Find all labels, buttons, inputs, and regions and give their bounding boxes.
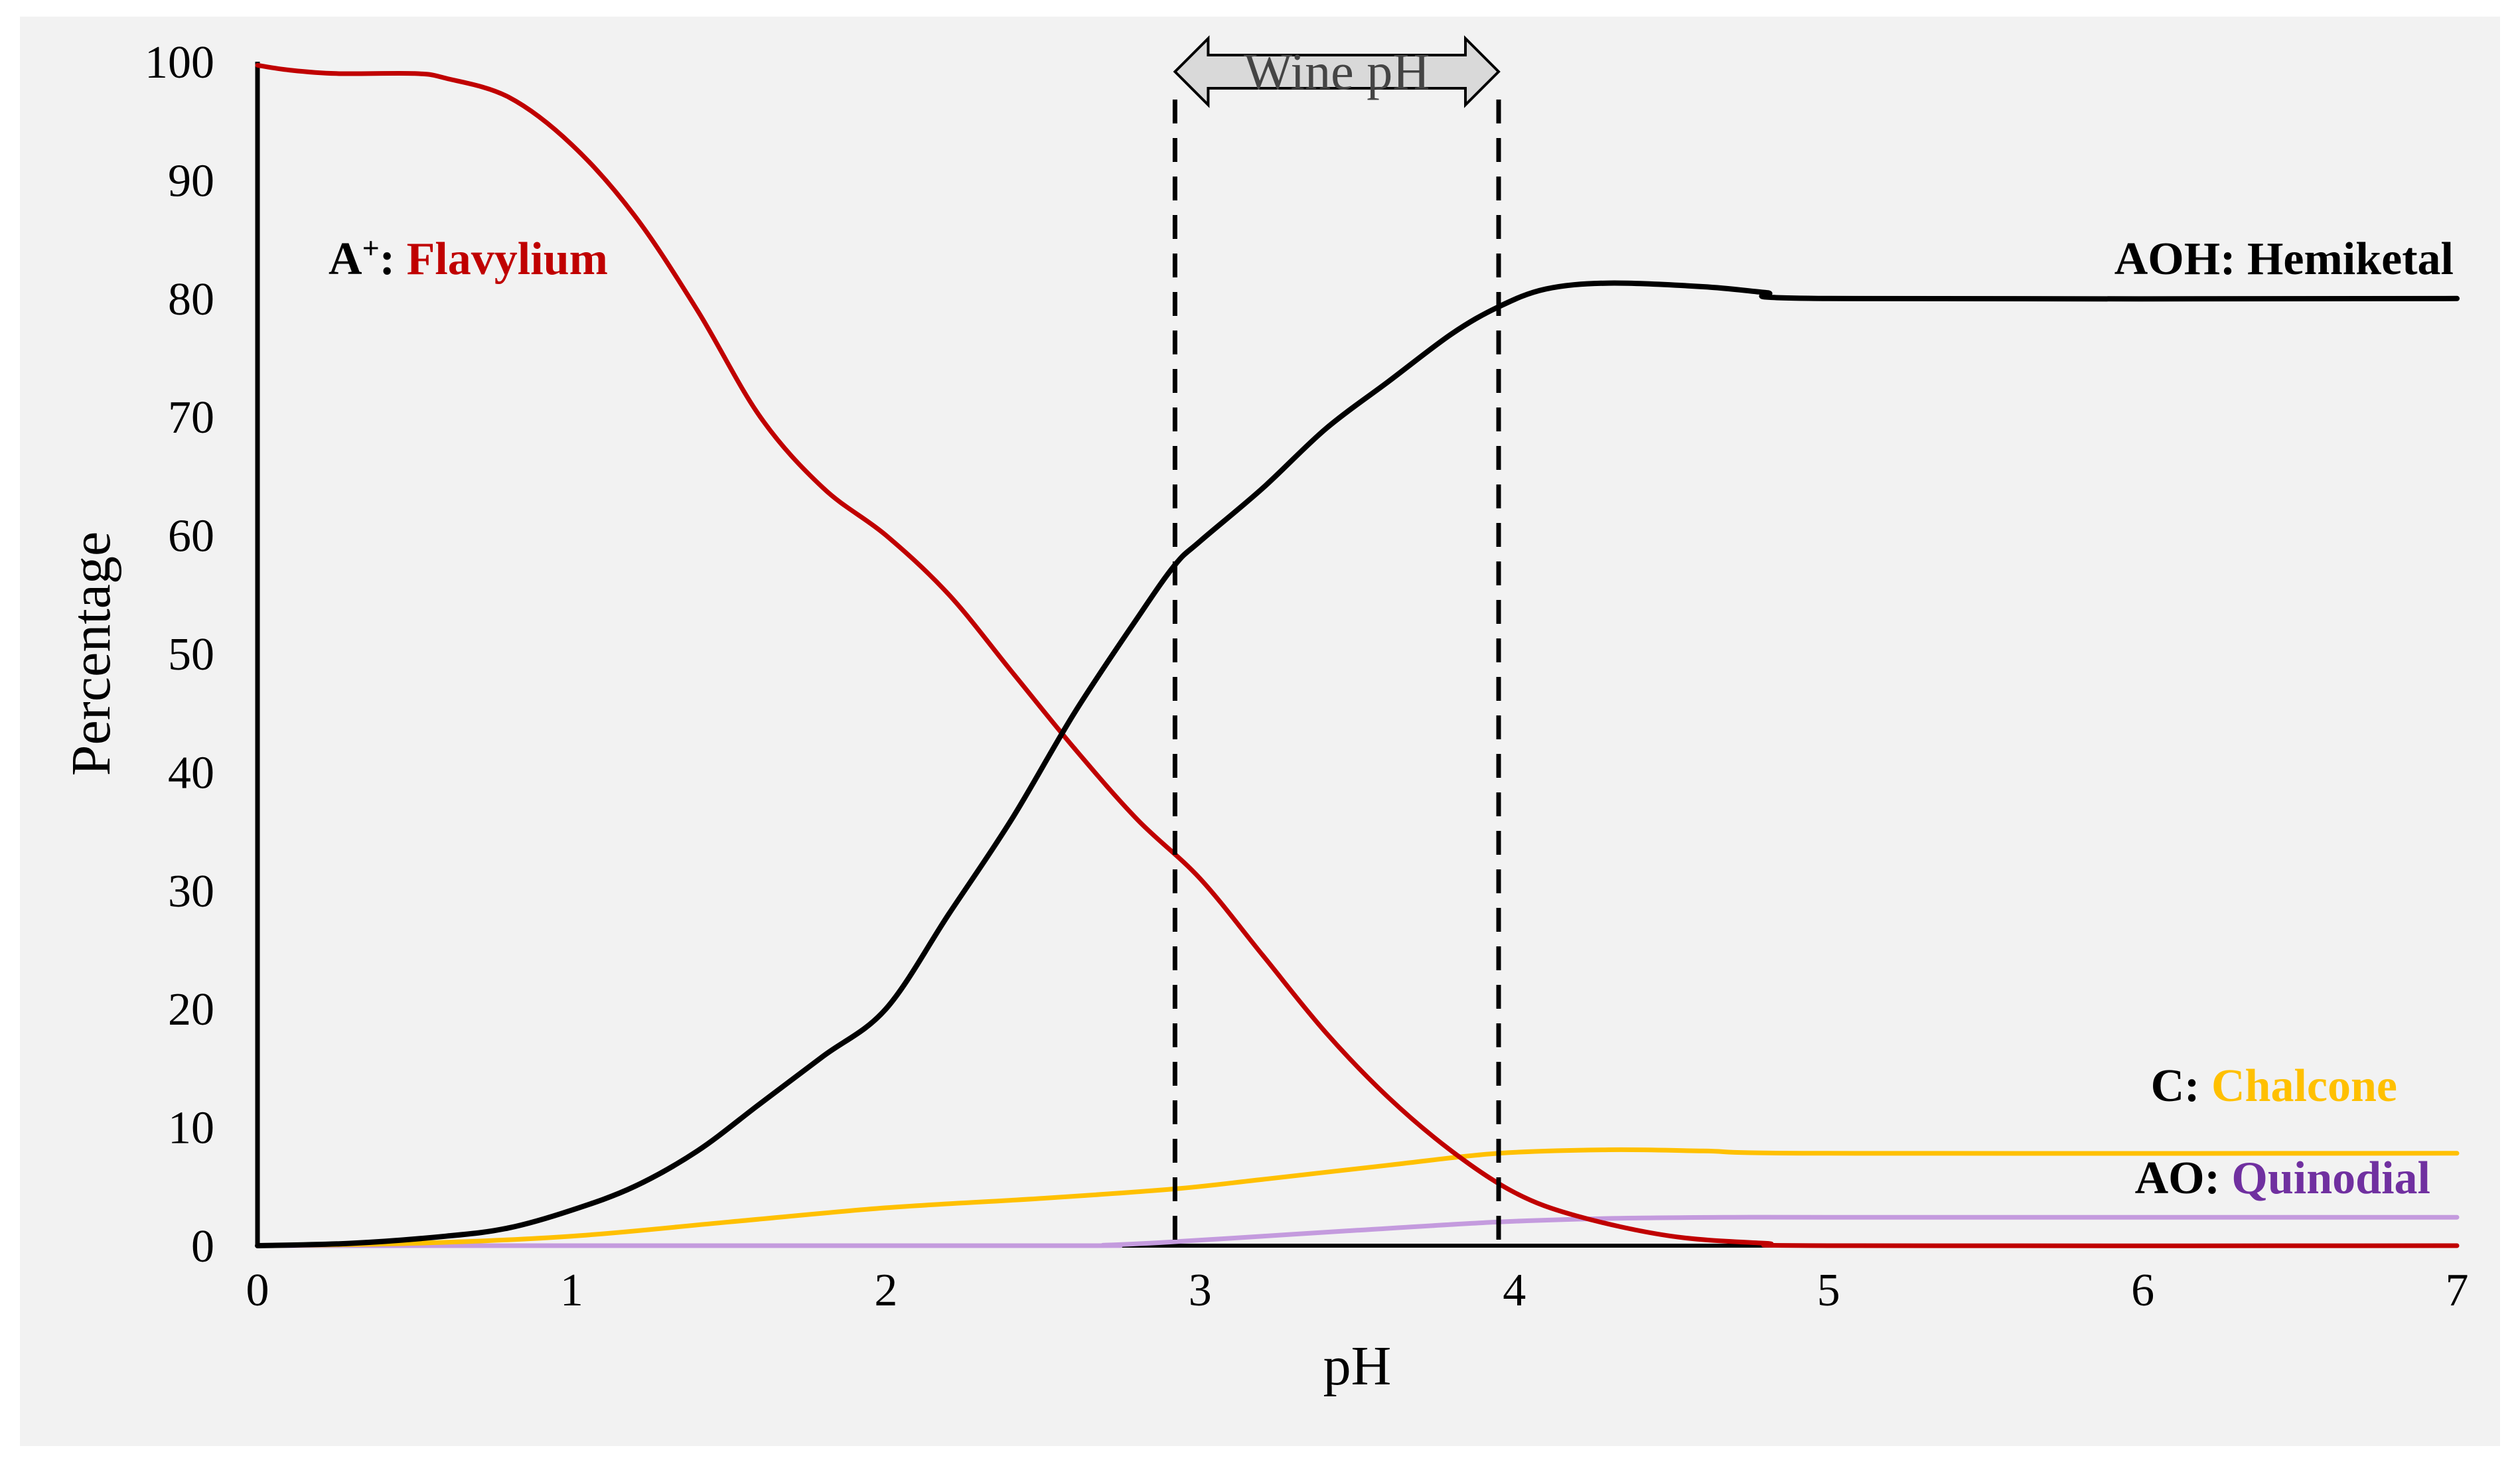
y-tick-label: 30 [168, 866, 214, 917]
x-axis-title: pH [1323, 1335, 1392, 1397]
series-line-hemiketal [255, 280, 2460, 1248]
x-tick-label: 4 [1503, 1265, 1526, 1316]
x-tick-label: 5 [1817, 1265, 1840, 1316]
series-name-quinodial: Quinodial [2231, 1153, 2430, 1204]
series-line-flavylium [255, 62, 2460, 1248]
y-tick-label: 100 [145, 37, 214, 88]
x-tick-label: 0 [246, 1265, 269, 1316]
y-tick-label: 10 [168, 1103, 214, 1154]
series-label-flavylium: A+: Flavylium [329, 231, 608, 285]
series-label-quinodial: AO: Quinodial [2135, 1153, 2430, 1204]
y-tick-label: 70 [168, 392, 214, 443]
series-name-flavylium: Flavylium [407, 234, 608, 285]
y-tick-labels: 0 10 20 30 40 50 60 70 80 90 100 [145, 37, 214, 1272]
x-tick-label: 1 [560, 1265, 583, 1316]
y-tick-label: 60 [168, 511, 214, 562]
y-tick-label: 40 [168, 747, 214, 798]
y-axis-title: Percentage [60, 532, 122, 776]
y-tick-label: 0 [191, 1221, 214, 1272]
series-prefix-quinodial: AO: [2135, 1153, 2232, 1204]
x-tick-label: 7 [2446, 1265, 2469, 1316]
wine-ph-band: Wine pH [1172, 35, 1501, 1246]
series-prefix-hemiketal: AOH: [2114, 234, 2247, 285]
series-name-chalcone: Chalcone [2211, 1061, 2397, 1112]
x-tick-label: 6 [2131, 1265, 2154, 1316]
y-tick-label: 90 [168, 155, 214, 206]
series-label-hemiketal: AOH: Hemiketal [2114, 234, 2454, 285]
y-tick-label: 50 [168, 629, 214, 680]
wine-ph-double-arrow [1173, 35, 1501, 108]
series-line-quinodial [255, 1214, 2460, 1248]
series-labels: A+: Flavylium AOH: Hemiketal C: Chalcone… [329, 231, 2454, 1204]
x-tick-label: 2 [874, 1265, 897, 1316]
y-tick-label: 20 [168, 984, 214, 1035]
series-label-chalcone: C: Chalcone [2151, 1061, 2397, 1112]
series-name-hemiketal: Hemiketal [2247, 234, 2454, 285]
series-layer [255, 62, 2460, 1248]
series-prefix-chalcone: C: [2151, 1061, 2211, 1112]
wine-ph-label: Wine pH [1244, 42, 1430, 100]
x-tick-labels: 0 1 2 3 4 5 6 7 [246, 1265, 2469, 1316]
x-tick-label: 3 [1189, 1265, 1212, 1316]
y-tick-label: 80 [168, 274, 214, 325]
chart-background [20, 17, 2500, 1446]
series-line-chalcone [255, 1147, 2460, 1248]
